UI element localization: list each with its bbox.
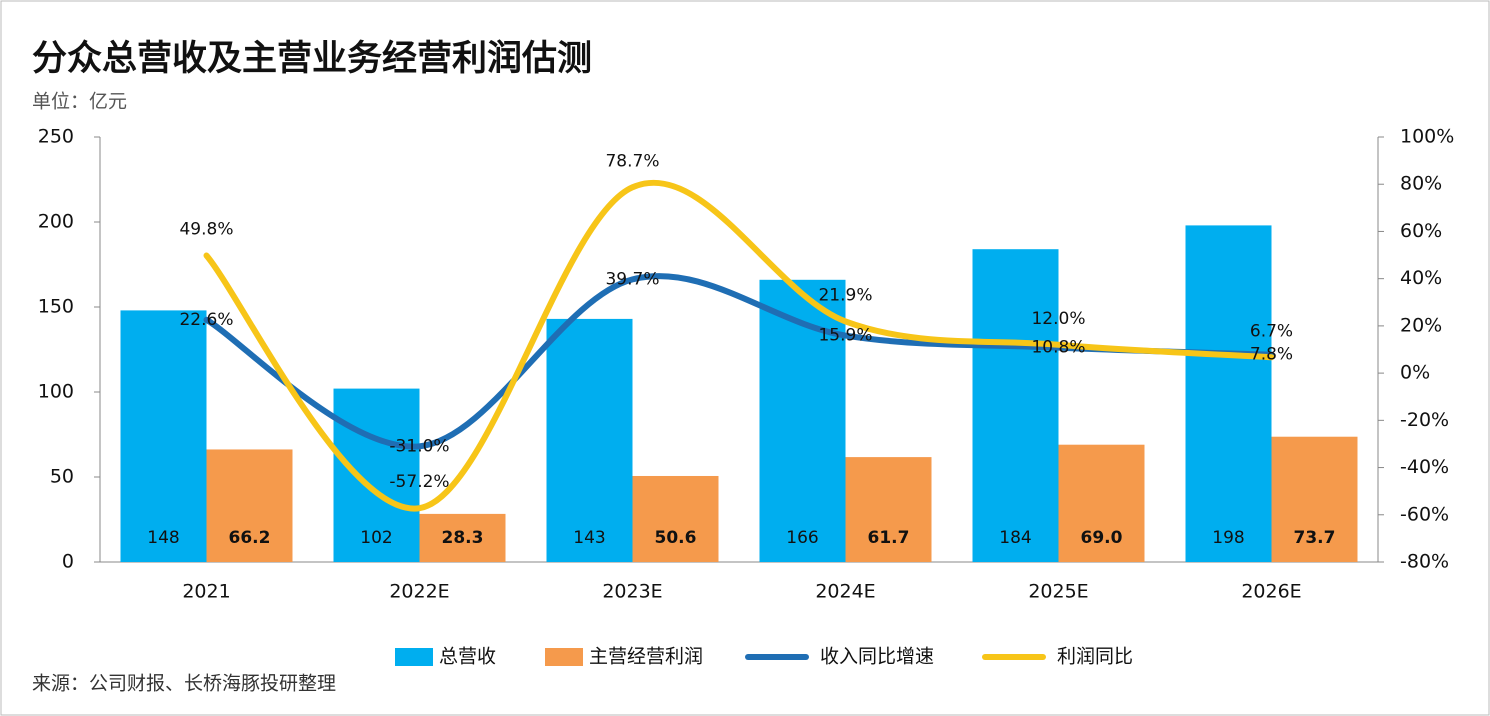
x-tick-label: 2025E (1028, 581, 1088, 603)
y2-tick-label: 80% (1400, 173, 1442, 195)
bar-value-label: 50.6 (655, 528, 697, 548)
y-tick-label: 150 (38, 296, 74, 318)
legend-label: 利润同比 (1057, 646, 1133, 668)
y-tick-label: 0 (62, 551, 74, 573)
bar-value-label: 28.3 (442, 528, 484, 548)
line-value-label: 15.9% (818, 326, 872, 346)
x-tick-label: 2023E (602, 581, 662, 603)
y2-tick-label: 0% (1400, 362, 1430, 384)
chart-subtitle: 单位：亿元 (32, 91, 127, 113)
bar (1058, 444, 1145, 562)
line (203, 179, 1275, 512)
legend-label: 总营收 (439, 646, 496, 668)
y2-tick-label: 40% (1400, 267, 1442, 289)
legend-swatch (395, 648, 433, 666)
line-value-label: 10.8% (1031, 338, 1085, 358)
bar-value-label: 143 (573, 528, 605, 548)
bar-value-label: 148 (147, 528, 179, 548)
legend-label: 收入同比增速 (820, 646, 934, 668)
bar-value-label: 102 (360, 528, 392, 548)
x-tick-label: 2026E (1241, 581, 1301, 603)
y-tick-label: 100 (38, 381, 74, 403)
bar (759, 279, 846, 562)
bar (632, 475, 719, 562)
bar (120, 310, 207, 562)
line-value-label: -57.2% (389, 472, 449, 492)
bar (206, 449, 293, 562)
source: 来源：公司财报、长桥海豚投研整理 (32, 673, 336, 695)
bar (1185, 225, 1272, 562)
y2-tick-label: 60% (1400, 220, 1442, 242)
line-value-label: 22.6% (179, 310, 233, 330)
chart-title: 分众总营收及主营业务经营利润估测 (32, 39, 592, 79)
line-value-label: -31.0% (389, 436, 449, 456)
bar (419, 513, 506, 562)
bar-value-label: 184 (999, 528, 1031, 548)
bar-value-label: 61.7 (868, 528, 910, 548)
bar-value-label: 66.2 (229, 528, 271, 548)
line-value-label: 7.8% (1250, 345, 1293, 365)
bar-value-label: 73.7 (1294, 528, 1336, 548)
bar (333, 388, 420, 562)
legend-label: 主营经营利润 (589, 646, 703, 668)
line-value-label: 6.7% (1250, 321, 1293, 341)
x-tick-label: 2021 (182, 581, 230, 603)
x-tick-label: 2024E (815, 581, 875, 603)
legend-swatch (545, 648, 583, 666)
bar-value-label: 166 (786, 528, 818, 548)
bar (546, 318, 633, 562)
y2-tick-label: 100% (1400, 126, 1454, 148)
y2-tick-label: 20% (1400, 314, 1442, 336)
line-value-label: 49.8% (179, 220, 233, 240)
bar-value-label: 69.0 (1081, 528, 1123, 548)
y2-tick-label: -20% (1400, 409, 1449, 431)
y-tick-label: 250 (38, 126, 74, 148)
y2-tick-label: -60% (1400, 503, 1449, 525)
line-value-label: 12.0% (1031, 309, 1085, 329)
x-tick-label: 2022E (389, 581, 449, 603)
y2-tick-label: -40% (1400, 456, 1449, 478)
bar (972, 249, 1059, 562)
bar (845, 457, 932, 562)
line-value-label: 39.7% (605, 269, 659, 289)
y-tick-label: 50 (50, 466, 74, 488)
bar-value-label: 198 (1212, 528, 1244, 548)
bar (1271, 436, 1358, 562)
y2-tick-label: -80% (1400, 551, 1449, 573)
line-value-label: 21.9% (818, 285, 872, 305)
line-value-label: 78.7% (605, 151, 659, 171)
y-tick-label: 200 (38, 211, 74, 233)
